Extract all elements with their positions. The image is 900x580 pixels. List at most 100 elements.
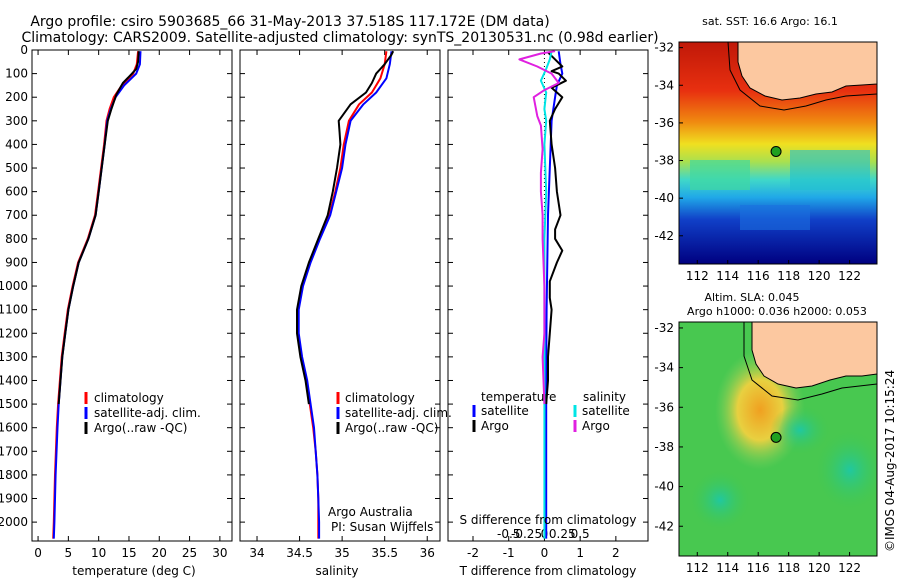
legend-label-satellite: satellite-adj. clim. [345, 406, 452, 420]
salinity-axes: 34 34.5 35 35.5 36 [240, 49, 440, 560]
x-tick-label: 25 [182, 546, 197, 560]
legend-label-argo: Argo(..raw -QC) [94, 421, 187, 435]
temperature-axes: 0 5 10 15 20 25 300100200300400500600700800900… [0, 43, 232, 560]
x-tick-label: 10 [91, 546, 106, 560]
y-tick-label: 700 [5, 208, 28, 222]
difference-xlabel: T difference from climatology [459, 564, 637, 578]
land-mass [737, 42, 877, 101]
map-x-tick-label: 118 [777, 561, 800, 575]
map-x-tick-label: 112 [686, 561, 709, 575]
map-x-tick-label: 114 [716, 269, 739, 283]
y-tick-label: 0 [20, 43, 28, 57]
sla-anomaly [690, 470, 750, 530]
sst-map-title: sat. SST: 16.6 Argo: 16.1 [702, 15, 838, 28]
y-tick-label: 1800 [0, 468, 28, 482]
s-tick-label: -0.25 [511, 527, 542, 541]
y-tick-label: 2000 [0, 515, 28, 529]
series-line-t-satellite [545, 51, 564, 539]
map-y-tick-label: -40 [654, 191, 674, 205]
series-line-climatology [296, 51, 388, 539]
salinity-panel-frame [239, 49, 441, 542]
difference-legend: temperature satellite Argo salinity sate… [472, 390, 630, 433]
y-tick-label: 1500 [0, 397, 28, 411]
map-y-tick-label: -32 [654, 321, 674, 335]
series-line-satellite-adj-clim- [52, 51, 142, 539]
y-tick-label: 900 [5, 255, 28, 269]
map-x-tick-label: 112 [686, 269, 709, 283]
salinity-annotation-line2: PI: Susan Wijffels [331, 520, 433, 534]
argo-position-marker [770, 431, 782, 443]
series-line-argo-raw-qc- [57, 51, 140, 405]
x-tick-label: 20 [152, 546, 167, 560]
coast-contour [727, 42, 877, 111]
x-tick-label: 35.5 [371, 546, 398, 560]
map-x-tick-label: 116 [747, 561, 770, 575]
series-line-satellite-adj-clim- [297, 51, 393, 539]
map-x-tick-label: 118 [777, 269, 800, 283]
y-tick-label: 1100 [0, 303, 28, 317]
sla-map-title-line2: Argo h1000: 0.036 h2000: 0.053 [687, 305, 867, 318]
map-x-tick-label: 122 [838, 269, 861, 283]
x-tick-label: 36 [420, 546, 435, 560]
series-line-t-argo [545, 51, 567, 405]
x-tick-label: -2 [467, 546, 479, 560]
series-line-s-argo [518, 50, 560, 405]
map-y-tick-label: -36 [654, 400, 674, 414]
x-tick-label: 30 [212, 546, 227, 560]
coast-contour [743, 322, 877, 401]
sst-map-ticks: 112 114 116 118 120 122 -32 -34 -36 -38 -40 -42 [654, 41, 861, 283]
x-tick-label: 2 [612, 546, 620, 560]
y-tick-label: 1700 [0, 444, 28, 458]
series-line-argo-raw-qc- [296, 50, 395, 405]
argo-position-marker [770, 145, 782, 157]
temperature-panel-frame [31, 49, 233, 542]
legend-label-t-argo: Argo [481, 419, 509, 433]
y-tick-label: 1300 [0, 350, 28, 364]
sst-patch [740, 205, 810, 230]
map-y-tick-label: -38 [654, 440, 674, 454]
legend-label-argo: Argo(..raw -QC) [345, 421, 438, 435]
x-tick-label: 15 [121, 546, 136, 560]
y-tick-label: 300 [5, 114, 28, 128]
x-tick-label: 35 [334, 546, 349, 560]
sla-anomaly [770, 405, 830, 455]
map-y-tick-label: -42 [654, 229, 674, 243]
y-tick-label: 100 [5, 67, 28, 81]
sla-map-title-line1: Altim. SLA: 0.045 [704, 291, 799, 304]
map-y-tick-label: -32 [654, 41, 674, 55]
x-tick-label: 0 [541, 546, 549, 560]
temperature-series [52, 51, 142, 539]
y-tick-label: 1900 [0, 492, 28, 506]
sst-patch [690, 160, 750, 190]
y-tick-label: 400 [5, 137, 28, 151]
legend-label-satellite: satellite-adj. clim. [94, 406, 201, 420]
y-tick-label: 1600 [0, 421, 28, 435]
map-x-tick-label: 120 [808, 561, 831, 575]
s-tick-label: 0.25 [549, 527, 576, 541]
temperature-xlabel: temperature (deg C) [72, 564, 195, 578]
figure-title-line1: Argo profile: csiro 5903685_66 31-May-20… [30, 14, 549, 30]
sla-anomaly [815, 430, 877, 510]
map-y-tick-label: -34 [654, 361, 674, 375]
legend-label-s-satellite: satellite [582, 404, 630, 418]
difference-series [518, 50, 567, 539]
s-tick-label: -0.5 [497, 527, 520, 541]
legend-label-s-argo: Argo [582, 419, 610, 433]
legend-title-salinity: salinity [583, 390, 626, 404]
y-tick-label: 600 [5, 185, 28, 199]
map-y-tick-label: -38 [654, 154, 674, 168]
salinity-xlabel: salinity [315, 564, 358, 578]
map-x-tick-label: 116 [747, 269, 770, 283]
map-x-tick-label: 114 [716, 561, 739, 575]
legend-title-temperature: temperature [481, 390, 556, 404]
salinity-legend: climatology satellite-adj. clim. Argo(..… [336, 391, 452, 435]
y-tick-label: 200 [5, 90, 28, 104]
land-mass [751, 322, 877, 389]
y-tick-label: 1200 [0, 326, 28, 340]
sst-patch [790, 150, 870, 190]
map-x-tick-label: 122 [838, 561, 861, 575]
legend-label-climatology: climatology [94, 391, 164, 405]
map-y-tick-label: -36 [654, 116, 674, 130]
sla-map-ticks: 112 114 116 118 120 122 -32 -34 -36 -38 -40 -42 [654, 321, 861, 575]
